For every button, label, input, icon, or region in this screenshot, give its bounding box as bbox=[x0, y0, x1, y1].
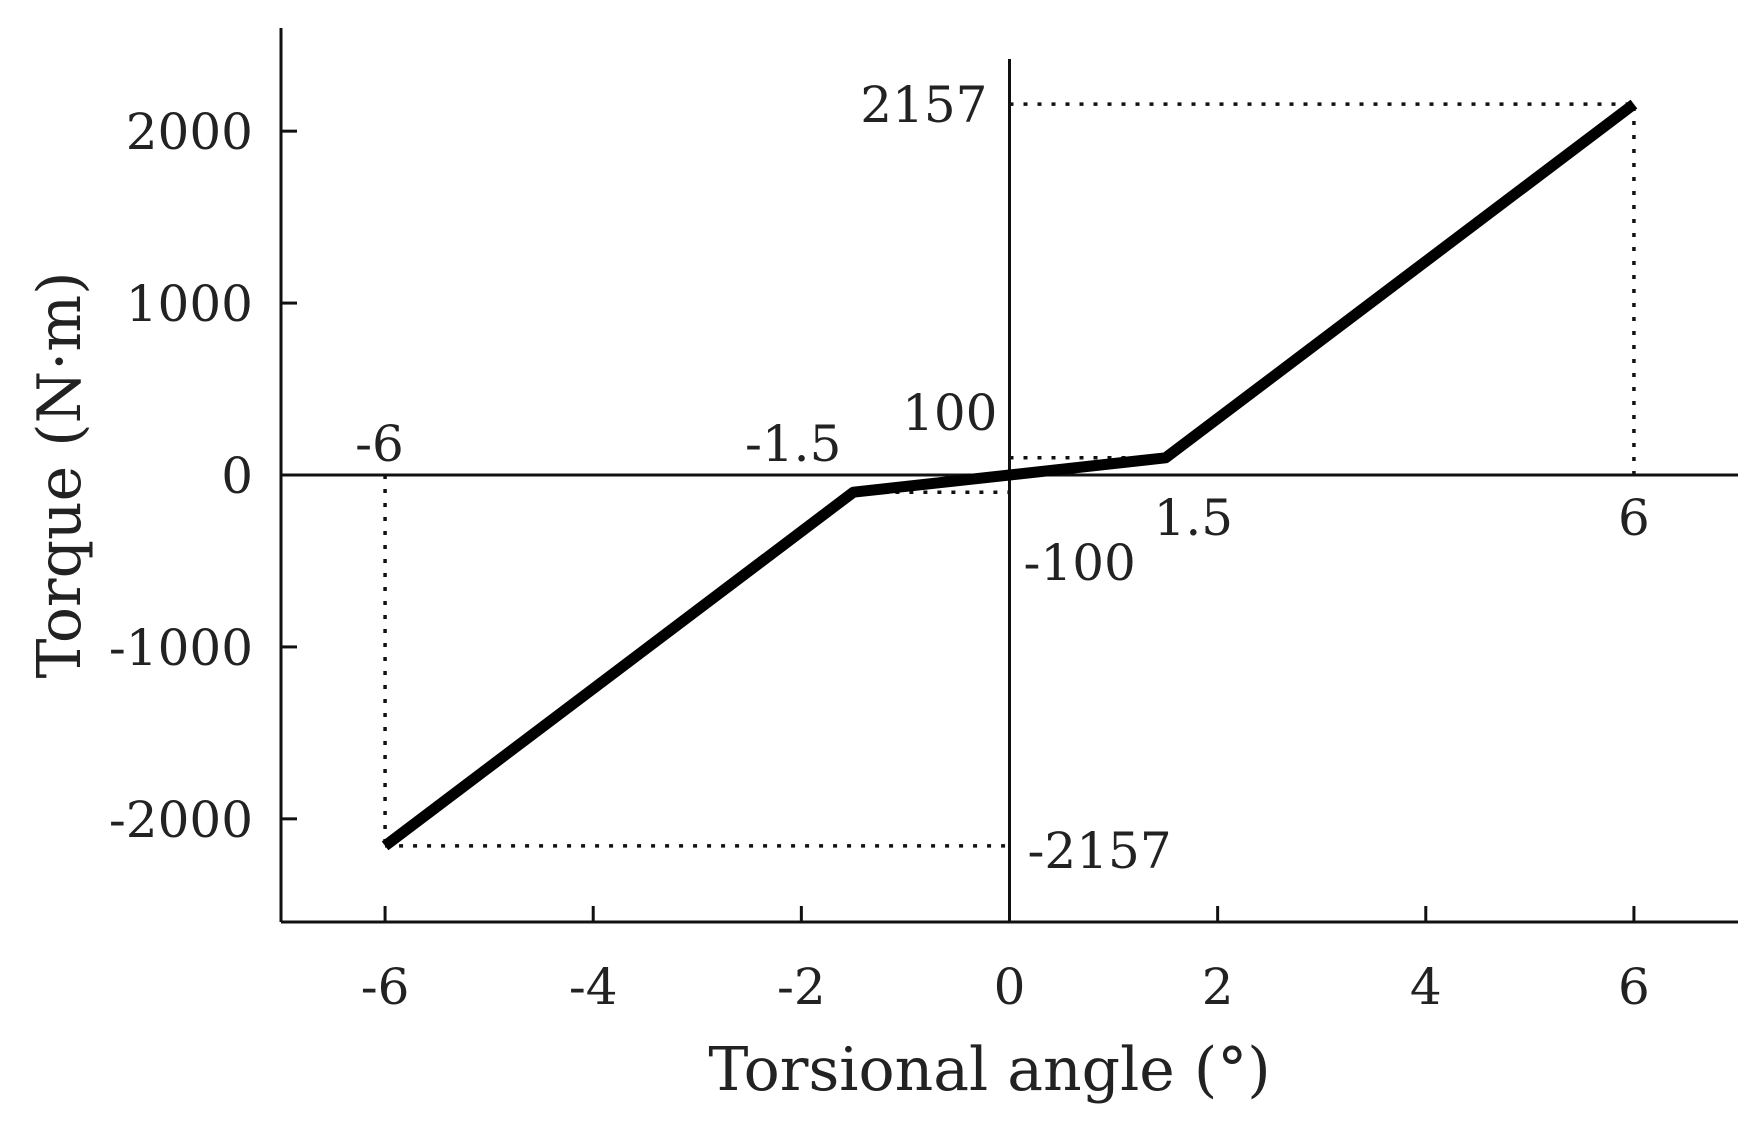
annotation-label: 100 bbox=[902, 384, 997, 442]
y-axis-title: Torque (N·m) bbox=[25, 271, 95, 678]
annotation-label: 6 bbox=[1618, 489, 1650, 547]
x-tick-label: 6 bbox=[1618, 958, 1650, 1016]
y-tick-label: -2000 bbox=[109, 791, 253, 849]
labels-layer: -6 -4 -2 0 2 4 6 -2000 -1000 0 1000 2000 Torsional a… bbox=[25, 76, 1650, 1105]
annotation-label: -2157 bbox=[1028, 822, 1172, 880]
x-axis-title: Torsional angle (°) bbox=[708, 1035, 1270, 1105]
y-tick-label: 1000 bbox=[126, 275, 253, 333]
y-tick-label: 0 bbox=[221, 447, 253, 505]
x-tick-label: 2 bbox=[1202, 958, 1234, 1016]
series-line-0 bbox=[381, 99, 1638, 851]
x-tick-label: 4 bbox=[1410, 958, 1442, 1016]
annotation-label: -100 bbox=[1024, 534, 1136, 592]
series-layer bbox=[381, 99, 1638, 851]
y-tick-label: -1000 bbox=[109, 619, 253, 677]
x-tick-label: -4 bbox=[569, 958, 618, 1016]
reference-lines-layer bbox=[383, 102, 1636, 848]
annotation-label: -1.5 bbox=[745, 415, 841, 473]
y-tick-label: 2000 bbox=[126, 103, 253, 161]
x-tick-label: -2 bbox=[777, 958, 826, 1016]
annotation-label: -6 bbox=[355, 415, 404, 473]
annotation-label: 1.5 bbox=[1154, 489, 1234, 547]
x-tick-label: 0 bbox=[994, 958, 1026, 1016]
annotation-label: 2157 bbox=[860, 76, 987, 134]
x-tick-label: -6 bbox=[361, 958, 410, 1016]
